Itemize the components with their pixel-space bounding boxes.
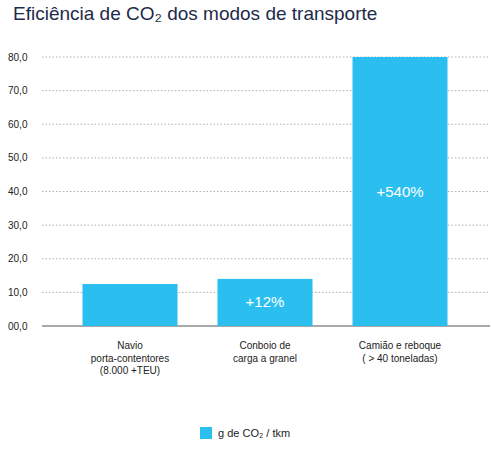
y-tick-label: 80,0: [8, 52, 28, 63]
x-tick-label: Navioporta-contentores(8.000 +TEU): [91, 340, 169, 376]
y-tick-label: 60,0: [8, 119, 28, 130]
y-tick-label: 30,0: [8, 220, 28, 231]
y-tick-label: 40,0: [8, 186, 28, 197]
bar: [83, 284, 178, 326]
legend: g de CO₂ / tkm: [200, 427, 290, 439]
legend-label: g de CO₂ / tkm: [218, 427, 290, 439]
chart-title: Eficiência de CO₂ dos modos de transport…: [13, 3, 377, 24]
y-tick-label: 10,0: [8, 287, 28, 298]
x-tick-label: Camião e reboque( > 40 toneladas): [359, 340, 442, 364]
chart-svg: Eficiência de CO₂ dos modos de transport…: [0, 0, 491, 450]
bars: [83, 57, 448, 326]
legend-swatch: [200, 427, 212, 439]
y-tick-label: 70,0: [8, 85, 28, 96]
bar: [218, 279, 313, 326]
bar-annotation: +12%: [246, 293, 285, 310]
x-tick-label: Conboio decarga a granel: [233, 340, 297, 364]
y-tick-label: 50,0: [8, 152, 28, 163]
y-tick-label: 00,0: [8, 321, 28, 332]
bar: [353, 57, 448, 326]
chart-container: Eficiência de CO₂ dos modos de transport…: [0, 0, 491, 450]
bar-annotation: +540%: [376, 183, 423, 200]
y-tick-label: 20,0: [8, 253, 28, 264]
